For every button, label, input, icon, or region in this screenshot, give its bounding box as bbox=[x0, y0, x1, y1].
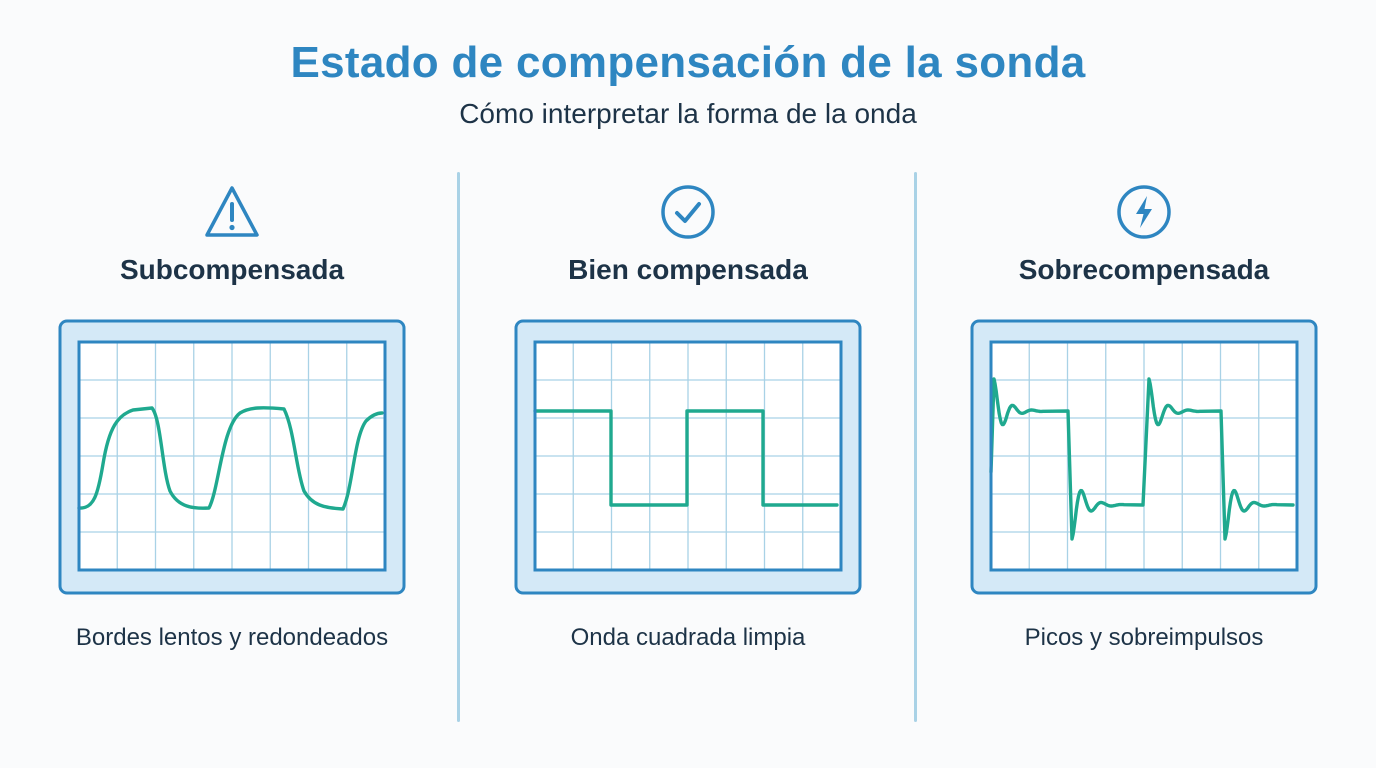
panel-caption: Bordes lentos y redondeados bbox=[75, 624, 389, 651]
panel-heading: Sobrecompensada bbox=[1018, 254, 1270, 285]
panel-heading: Bien compensada bbox=[568, 254, 808, 285]
page-subtitle: Cómo interpretar la forma de la onda bbox=[459, 98, 917, 129]
check-circle-icon bbox=[658, 182, 718, 242]
panel-well-compensated: Bien compensada Onda cuadrada limpia bbox=[514, 180, 862, 660]
oscilloscope-screen bbox=[514, 319, 862, 595]
waveform-trace bbox=[989, 377, 1295, 541]
panel-caption: Picos y sobreimpulsos bbox=[1024, 624, 1264, 651]
panel-caption: Onda cuadrada limpia bbox=[570, 624, 806, 651]
column-divider-2 bbox=[914, 172, 917, 722]
lightning-circle-icon bbox=[1114, 182, 1174, 242]
column-divider-1 bbox=[457, 172, 460, 722]
scope-grid bbox=[79, 342, 385, 570]
waveform-trace bbox=[533, 409, 839, 507]
scope-display-border bbox=[989, 340, 1299, 572]
waveform-trace bbox=[77, 406, 384, 511]
oscilloscope-screen bbox=[58, 319, 406, 595]
warning-triangle-icon bbox=[202, 182, 262, 242]
oscilloscope-screen bbox=[970, 319, 1318, 595]
page-title: Estado de compensación de la sonda bbox=[290, 38, 1086, 87]
panel-undercompensated: Subcompensada Bordes lentos y redondeado… bbox=[58, 180, 406, 660]
scope-display-border bbox=[77, 340, 387, 572]
scope-display-border bbox=[533, 340, 843, 572]
panel-overcompensated: Sobrecompensada Picos y sobreimpulsos bbox=[970, 180, 1318, 660]
panel-heading: Subcompensada bbox=[119, 254, 345, 285]
